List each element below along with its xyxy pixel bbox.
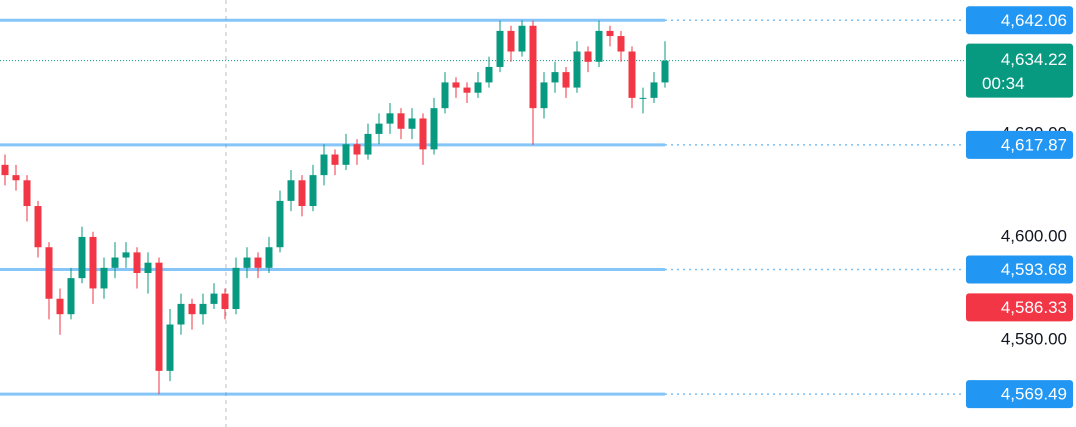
candle-body <box>661 60 669 83</box>
candle-body <box>144 262 152 273</box>
candle-body <box>386 113 394 124</box>
candle-body <box>430 108 438 150</box>
candle-body <box>188 303 196 315</box>
candle-body <box>463 87 471 93</box>
candle-body <box>639 97 647 99</box>
candle-body <box>232 267 240 310</box>
candle-body <box>287 180 295 201</box>
level-label: 4,593.68 <box>1001 260 1067 279</box>
candle-body <box>507 30 515 52</box>
candle-body <box>551 72 559 83</box>
last-price-label: 4,634.22 <box>1001 50 1067 69</box>
marker-label: 4,586.33 <box>1001 298 1067 317</box>
candle-body <box>1 164 9 176</box>
candle-body <box>265 247 273 268</box>
candle-body <box>309 175 317 207</box>
candle-body <box>419 118 427 150</box>
marker-label-bg <box>966 293 1073 322</box>
candle-body <box>353 144 361 155</box>
candle-body <box>529 25 537 109</box>
level-label-bg <box>966 380 1073 409</box>
candle-body <box>166 324 174 371</box>
candle-body <box>23 180 31 207</box>
candle-body <box>540 82 548 109</box>
candle-body <box>320 154 328 176</box>
candle-body <box>584 51 592 62</box>
candle-body <box>12 175 20 181</box>
candle-body <box>474 82 482 93</box>
candle-body <box>595 30 603 62</box>
countdown: 00:34 <box>982 74 1025 93</box>
level-label: 4,617.87 <box>1001 135 1067 154</box>
candle-body <box>133 252 141 273</box>
candle-body <box>573 51 581 88</box>
candle-body <box>485 66 493 83</box>
candle-body <box>364 133 372 155</box>
candle-body <box>122 252 130 258</box>
candle-body <box>452 82 460 88</box>
y-tick-label: 4,580.00 <box>1001 329 1067 348</box>
candle-body <box>617 36 625 52</box>
candle-body <box>397 113 405 129</box>
candle-body <box>243 257 251 268</box>
level-label-bg <box>966 130 1073 159</box>
candle-body <box>111 257 119 268</box>
level-label: 4,569.49 <box>1001 385 1067 404</box>
candle-body <box>298 180 306 207</box>
y-tick-label: 4,600.00 <box>1001 226 1067 245</box>
candle-body <box>210 293 218 304</box>
candle-body <box>562 72 570 88</box>
candle-body <box>78 236 86 279</box>
candle-body <box>408 118 416 129</box>
level-label-bg <box>966 255 1073 284</box>
candle-body <box>45 247 53 299</box>
candle-body <box>67 278 75 315</box>
candle-body <box>606 30 614 37</box>
candle-body <box>89 236 97 289</box>
candle-body <box>199 303 207 315</box>
candle-body <box>254 257 262 268</box>
candle-body <box>518 25 526 52</box>
candle-body <box>628 51 636 98</box>
candle-body <box>342 144 350 165</box>
candle-body <box>177 303 185 325</box>
candle-body <box>375 123 383 134</box>
candle-body <box>496 30 504 67</box>
candle-body <box>276 200 284 248</box>
candle-body <box>650 82 658 98</box>
level-label-bg <box>966 6 1073 35</box>
candle-body <box>56 298 64 315</box>
candle-body <box>221 293 229 310</box>
candle-body <box>34 206 42 248</box>
last-price-bg <box>966 43 1073 98</box>
candle-body <box>155 262 163 371</box>
candle-body <box>331 154 339 165</box>
candle-body <box>100 267 108 289</box>
candle-body <box>441 82 449 109</box>
level-label: 4,642.06 <box>1001 11 1067 30</box>
